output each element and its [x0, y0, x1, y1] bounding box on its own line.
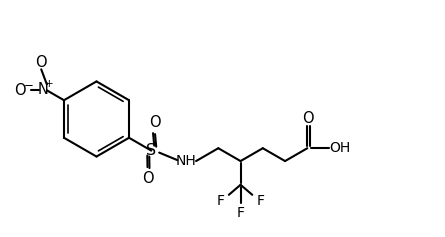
Text: F: F	[217, 194, 225, 208]
Text: F: F	[237, 206, 245, 220]
Text: OH: OH	[329, 141, 351, 155]
Text: +: +	[44, 79, 53, 89]
Text: N: N	[37, 82, 49, 97]
Text: S: S	[146, 143, 156, 158]
Text: O: O	[149, 115, 161, 130]
Text: O: O	[303, 111, 314, 126]
Text: O: O	[14, 83, 26, 98]
Text: O: O	[36, 55, 47, 70]
Text: NH: NH	[176, 154, 197, 168]
Text: −: −	[24, 79, 34, 92]
Text: O: O	[142, 171, 154, 187]
Text: F: F	[256, 194, 264, 208]
